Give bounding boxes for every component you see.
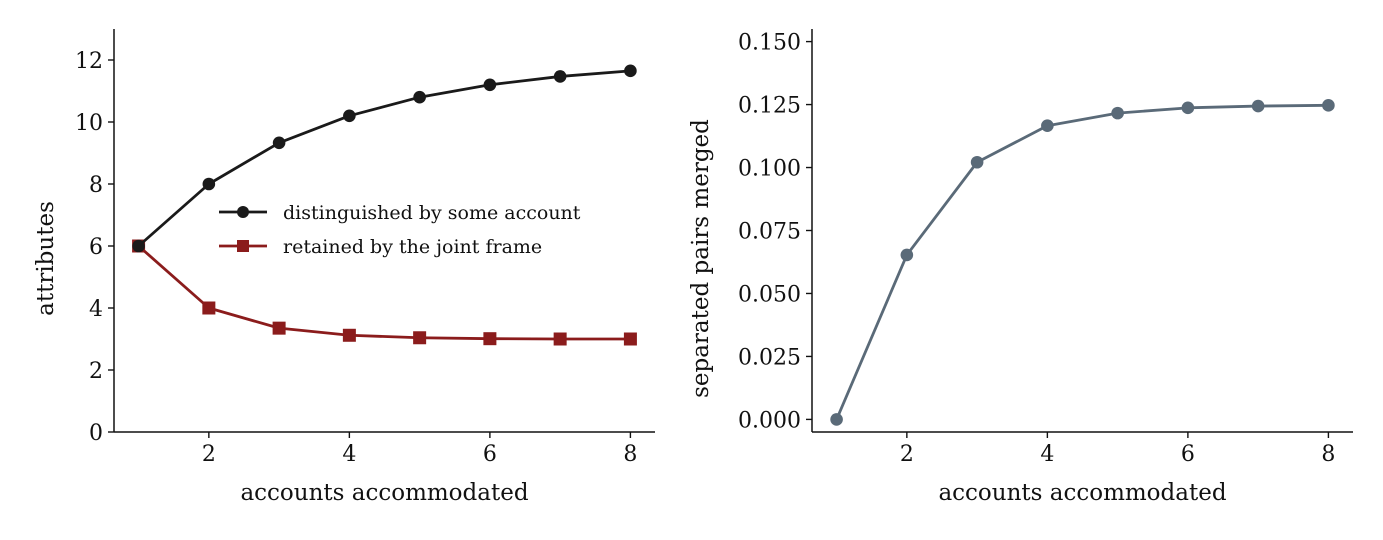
x-tick-label: 6 <box>483 442 497 467</box>
distinguished-point <box>624 64 637 78</box>
legend: distinguished by some account retained b… <box>219 202 581 258</box>
x-tick-label: 2 <box>900 442 914 467</box>
retained-point <box>483 332 497 346</box>
distinguished-point <box>413 90 426 104</box>
y-tick-label: 0.050 <box>738 282 801 307</box>
retained-point <box>413 331 427 345</box>
y-tick-label: 0.025 <box>738 345 801 370</box>
retained-line <box>137 244 631 341</box>
y-tick-label: 0.000 <box>738 408 801 433</box>
legend-marker-retained <box>237 240 249 252</box>
legend-marker-distinguished <box>237 206 249 218</box>
y-axis-label: attributes <box>33 201 59 316</box>
x-tick-label: 8 <box>1321 442 1335 467</box>
y-tick-label: 0 <box>89 421 103 446</box>
x-axis-label: accounts accommodated <box>240 480 528 506</box>
y-tick-label: 12 <box>75 49 103 74</box>
retained-point <box>272 321 286 335</box>
legend-label-distinguished: distinguished by some account <box>283 202 581 224</box>
legend-label-retained: retained by the joint frame <box>283 236 542 258</box>
x-tick-label: 8 <box>623 442 637 467</box>
series-point <box>1041 119 1054 133</box>
retained-point <box>202 301 216 315</box>
series-point <box>1181 101 1195 115</box>
x-tick-label: 6 <box>1181 442 1195 467</box>
separated-pairs-chart: 2 4 6 8 0.000 0.025 0.050 0.075 0.100 0.125 0.150… <box>688 29 1353 506</box>
attributes-chart: 2 4 6 8 0 2 4 6 8 10 12 accounts accommodated att… <box>33 29 655 506</box>
y-tick-label: 4 <box>89 297 103 322</box>
x-tick-label: 2 <box>202 442 216 467</box>
series-point <box>830 413 843 426</box>
series-point <box>900 248 914 262</box>
retained-point <box>553 332 567 346</box>
y-axis-label: separated pairs merged <box>688 119 714 398</box>
y-tick-label: 10 <box>75 111 103 136</box>
series-point <box>1111 106 1124 120</box>
series-point <box>1322 99 1335 112</box>
y-tick-label: 8 <box>89 173 103 198</box>
distinguished-point <box>202 177 216 191</box>
distinguished-point <box>132 239 145 253</box>
series-line <box>835 103 1329 420</box>
y-tick-label: 0.125 <box>738 94 801 119</box>
series-point <box>1251 99 1265 113</box>
y-tick-label: 0.100 <box>738 157 801 182</box>
y-tick-label: 0.075 <box>738 220 801 245</box>
series-point <box>970 155 984 169</box>
distinguished-line <box>137 69 631 248</box>
distinguished-point <box>553 70 567 83</box>
y-tick-label: 0.150 <box>738 31 801 56</box>
x-axis-label: accounts accommodated <box>938 480 1226 506</box>
distinguished-point <box>272 136 286 150</box>
distinguished-point <box>483 78 497 92</box>
distinguished-point <box>343 109 356 123</box>
x-tick-label: 4 <box>1040 442 1054 467</box>
y-tick-label: 6 <box>89 235 103 260</box>
retained-point <box>342 328 356 342</box>
retained-point <box>623 332 637 346</box>
x-tick-label: 4 <box>342 442 356 467</box>
y-tick-label: 2 <box>89 359 103 384</box>
